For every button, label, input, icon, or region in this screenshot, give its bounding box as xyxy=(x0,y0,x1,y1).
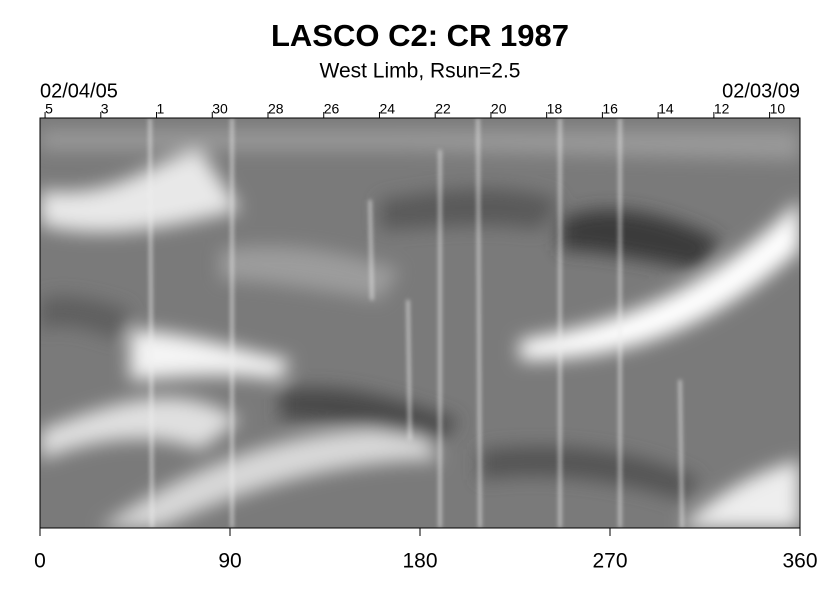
start-date: 02/04/05 xyxy=(40,80,118,102)
top-tick-label: 14 xyxy=(658,101,674,117)
x-tick-label: 180 xyxy=(402,550,437,573)
top-tick-label: 5 xyxy=(45,101,53,117)
top-tick-label: 12 xyxy=(714,101,730,117)
top-tick-label: 18 xyxy=(547,101,563,117)
x-tick-label: 0 xyxy=(34,550,46,573)
top-tick-label: 26 xyxy=(324,101,340,117)
top-tick-label: 22 xyxy=(435,101,451,117)
top-tick-label: 10 xyxy=(770,101,786,117)
chart-subtitle: West Limb, Rsun=2.5 xyxy=(320,60,521,83)
chart-title: LASCO C2: CR 1987 xyxy=(271,18,569,53)
end-date: 02/03/09 xyxy=(722,80,800,102)
top-tick-label: 30 xyxy=(212,101,228,117)
top-tick-label: 20 xyxy=(491,101,507,117)
x-tick-label: 270 xyxy=(592,550,627,573)
top-tick-label: 16 xyxy=(602,101,618,117)
synoptic-map xyxy=(40,118,800,528)
top-tick-label: 3 xyxy=(101,101,109,117)
x-tick-label: 360 xyxy=(782,550,817,573)
top-tick-label: 28 xyxy=(268,101,284,117)
top-tick-label: 1 xyxy=(157,101,165,117)
top-tick-label: 24 xyxy=(379,101,395,117)
x-tick-label: 90 xyxy=(218,550,241,573)
